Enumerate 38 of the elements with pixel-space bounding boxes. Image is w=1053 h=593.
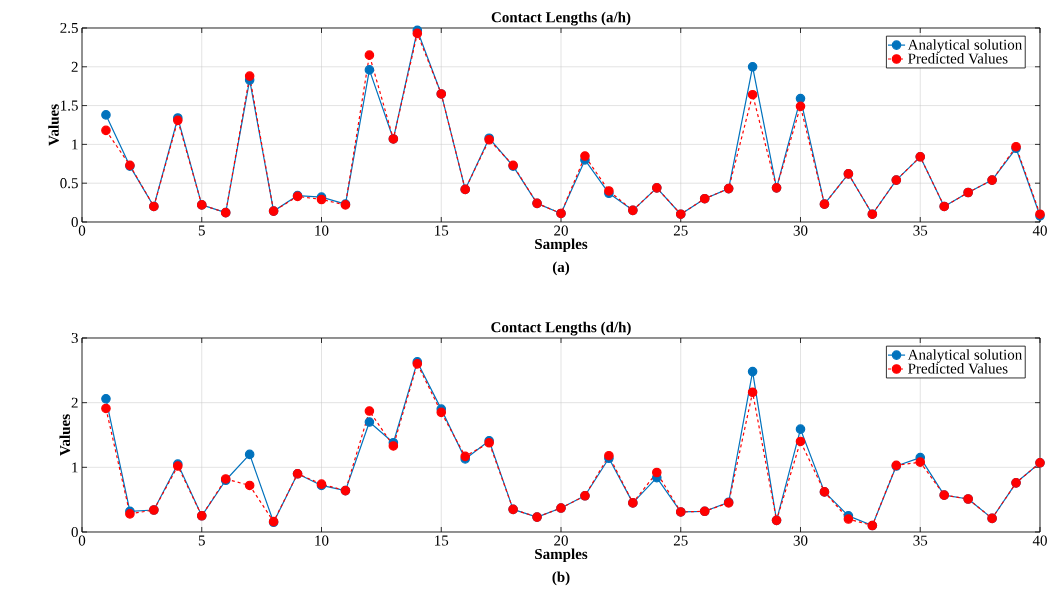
x-tick-label: 10	[315, 225, 329, 236]
x-tick-label: 5	[198, 225, 205, 236]
y-tick-label: 2.5	[60, 22, 78, 34]
legend-label: Predicted Values	[908, 53, 1008, 64]
x-axis-title: Samples	[535, 548, 588, 563]
x-tick-label: 15	[435, 225, 449, 236]
y-tick-label: 1	[72, 462, 78, 473]
y-tick-label: 1	[72, 139, 78, 150]
y-tick-label: 1.5	[61, 100, 78, 111]
x-tick-label: 35	[913, 225, 928, 236]
text: (a)	[552, 261, 570, 276]
y-tick-label: 0	[71, 526, 78, 538]
x-tick-label: 10	[315, 535, 329, 546]
legend-label: Analytical solution	[907, 39, 1023, 53]
chart-title: Contact Lengths (a/h)	[491, 11, 631, 26]
x-tick-label: 20	[554, 535, 568, 546]
x-tick-label: 30	[793, 535, 808, 546]
x-axis-title: Samples	[535, 238, 588, 253]
x-tick-label: 40	[1032, 225, 1047, 236]
x-tick-label: 5	[198, 535, 205, 546]
x-tick-label: 35	[913, 535, 928, 546]
chart-title: Contact Lengths (d/h)	[491, 321, 631, 336]
x-tick-label: 15	[435, 535, 449, 546]
y-tick-label: 3	[71, 332, 78, 344]
y-tick-label: 0.5	[60, 178, 78, 189]
y-axis-title: Values	[59, 414, 71, 456]
x-tick-label: 20	[554, 225, 568, 236]
x-tick-label: 30	[793, 225, 808, 236]
x-tick-label: 25	[673, 535, 688, 546]
x-tick-label: 25	[673, 225, 688, 236]
y-tick-label: 0	[71, 216, 78, 228]
y-tick-label: 2	[71, 397, 78, 408]
x-tick-label: 40	[1032, 535, 1047, 546]
legend-label: Analytical solution	[907, 349, 1023, 363]
text: (b)	[552, 571, 570, 586]
legend-label: Predicted Values	[908, 363, 1008, 374]
y-axis-title: Values	[48, 104, 59, 146]
y-tick-label: 2	[71, 61, 78, 72]
